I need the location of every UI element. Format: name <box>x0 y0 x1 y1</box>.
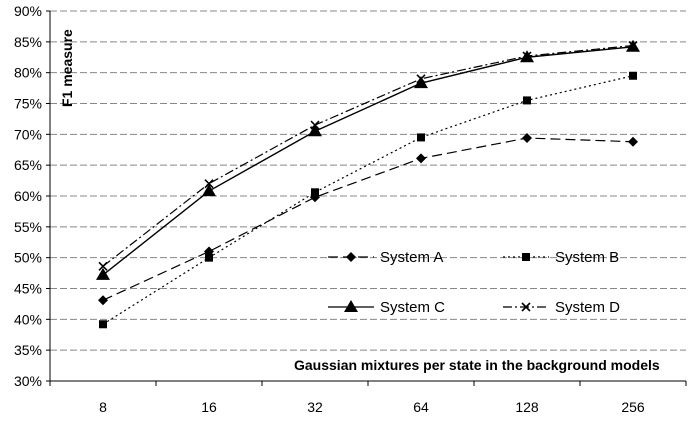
series-system-c <box>96 39 640 280</box>
triangle-marker <box>308 124 322 137</box>
x-tick-label: 256 <box>621 399 645 415</box>
x-marker-stroke <box>521 302 531 312</box>
x-marker-stroke <box>522 51 532 61</box>
x-tick-labels: 8 16 32 64 128 256 <box>99 399 645 415</box>
x-marker <box>416 74 426 84</box>
triangle-marker <box>96 267 110 280</box>
series-line <box>102 137 634 301</box>
legend-item-system-b: System B <box>503 249 619 266</box>
y-tick-label: 55% <box>14 219 42 235</box>
y-tick-label: 70% <box>14 126 42 142</box>
x-marker <box>521 302 531 312</box>
diamond-marker <box>416 153 426 164</box>
legend-label: System C <box>380 299 445 316</box>
x-tick-label: 32 <box>307 399 323 415</box>
triangle-marker <box>202 184 216 197</box>
diamond-marker <box>522 133 532 144</box>
x-marker <box>98 261 108 271</box>
legend-label: System B <box>555 249 619 266</box>
triangle-marker <box>344 300 358 312</box>
legend-item-system-a: System A <box>328 249 443 266</box>
x-marker-stroke <box>98 261 108 271</box>
series-line <box>102 44 634 267</box>
y-tick-label: 50% <box>14 250 42 266</box>
x-marker-stroke <box>310 120 320 130</box>
y-tick-label: 90% <box>14 3 42 19</box>
x-marker <box>310 120 320 130</box>
legend-label: System D <box>555 299 620 316</box>
legend-label: System A <box>380 249 443 266</box>
y-tick-label: 85% <box>14 34 42 50</box>
series-system-d <box>98 40 638 271</box>
series-group <box>96 39 640 329</box>
triangle-marker <box>414 76 428 89</box>
x-tick-label: 16 <box>201 399 217 415</box>
square-marker <box>311 188 319 197</box>
x-marker-stroke <box>416 74 426 84</box>
y-tick-label: 30% <box>14 373 42 389</box>
diamond-marker <box>346 252 356 262</box>
x-marker-stroke <box>204 179 214 189</box>
x-marker <box>628 40 638 51</box>
diamond-marker <box>98 295 108 306</box>
x-tick-label: 128 <box>515 399 539 415</box>
square-marker <box>523 96 531 105</box>
y-tick-label: 60% <box>14 188 42 204</box>
square-marker <box>205 253 213 262</box>
y-tick-labels: 30% 35% 40% 45% 50% 55% 60% 65% 70% 75% 80% 85% 90% <box>14 3 42 389</box>
axes <box>46 10 687 386</box>
series-system-a <box>98 133 638 306</box>
y-tick-label: 80% <box>14 65 42 81</box>
y-tick-label: 65% <box>14 157 42 173</box>
x-marker <box>204 179 214 189</box>
y-tick-label: 35% <box>14 342 42 358</box>
x-tick-label: 64 <box>413 399 429 415</box>
square-marker <box>99 320 107 329</box>
diamond-marker <box>628 136 638 147</box>
x-tick-label: 8 <box>99 399 107 415</box>
y-axis-label: F1 measure <box>59 29 75 107</box>
x-marker-stroke <box>628 40 638 51</box>
square-marker <box>417 133 425 142</box>
series-line <box>102 75 634 325</box>
y-tick-label: 45% <box>14 281 42 297</box>
gridlines <box>50 10 686 351</box>
series-system-b <box>99 71 637 329</box>
legend: System A System B System C System D <box>328 249 620 316</box>
legend-item-system-d: System D <box>503 299 620 316</box>
y-tick-label: 40% <box>14 311 42 327</box>
legend-item-system-c: System C <box>328 299 445 316</box>
x-marker <box>522 51 532 61</box>
x-axis-label: Gaussian mixtures per state in the backg… <box>294 357 660 373</box>
square-marker <box>522 253 530 261</box>
square-marker <box>629 71 637 80</box>
y-tick-label: 75% <box>14 96 42 112</box>
series-line <box>102 46 634 276</box>
